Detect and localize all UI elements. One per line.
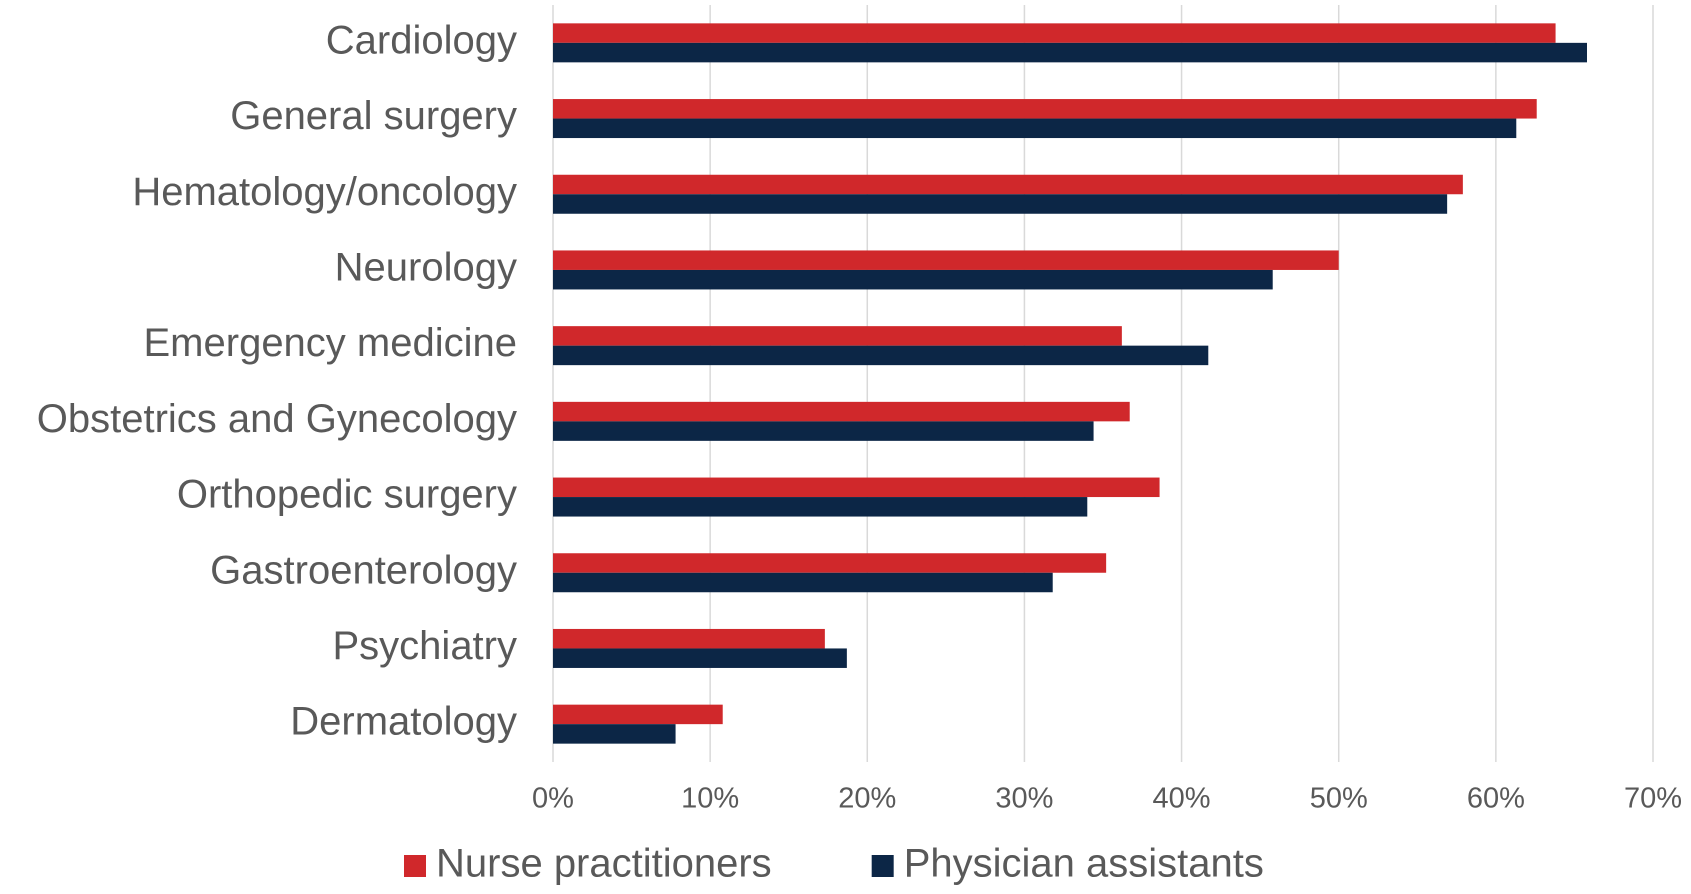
bar xyxy=(553,194,1448,214)
bar xyxy=(553,477,1160,498)
legend-label: Physician assistants xyxy=(904,842,1264,886)
x-tick-label: 50% xyxy=(1310,783,1368,815)
bar xyxy=(553,572,1053,593)
bar xyxy=(553,326,1122,346)
category-label: Emergency medicine xyxy=(144,321,518,365)
x-tick-label: 20% xyxy=(838,783,896,815)
bar xyxy=(553,118,1517,139)
legend-label: Nurse practitioners xyxy=(436,842,772,886)
category-label: Hematology/oncology xyxy=(132,170,517,214)
x-tick-label: 10% xyxy=(681,783,739,815)
bar xyxy=(553,724,676,744)
legend-swatch xyxy=(871,855,894,877)
category-label: General surgery xyxy=(230,94,517,138)
legend-swatch xyxy=(404,855,426,877)
bar xyxy=(553,704,723,725)
bar xyxy=(553,250,1339,270)
category-label: Orthopedic surgery xyxy=(177,473,517,517)
bar xyxy=(553,553,1107,573)
bar xyxy=(553,23,1556,43)
x-tick-label: 70% xyxy=(1624,783,1682,815)
bar xyxy=(553,174,1463,195)
x-tick-label: 0% xyxy=(532,783,574,815)
bar xyxy=(553,497,1088,517)
bar xyxy=(553,99,1537,119)
bar xyxy=(553,42,1587,63)
bar xyxy=(553,345,1209,366)
category-label: Obstetrics and Gynecology xyxy=(37,397,517,441)
bar xyxy=(553,628,825,649)
category-label: Dermatology xyxy=(290,700,517,744)
x-tick-label: 40% xyxy=(1153,783,1211,815)
bar xyxy=(553,648,847,668)
category-label: Gastroenterology xyxy=(210,548,517,592)
category-label: Neurology xyxy=(335,246,517,290)
category-label: Cardiology xyxy=(326,18,517,62)
bar xyxy=(553,401,1130,422)
x-tick-label: 60% xyxy=(1467,783,1525,815)
x-tick-label: 30% xyxy=(995,783,1053,815)
bar xyxy=(553,421,1094,441)
bar xyxy=(553,269,1273,290)
category-label: Psychiatry xyxy=(333,624,518,668)
